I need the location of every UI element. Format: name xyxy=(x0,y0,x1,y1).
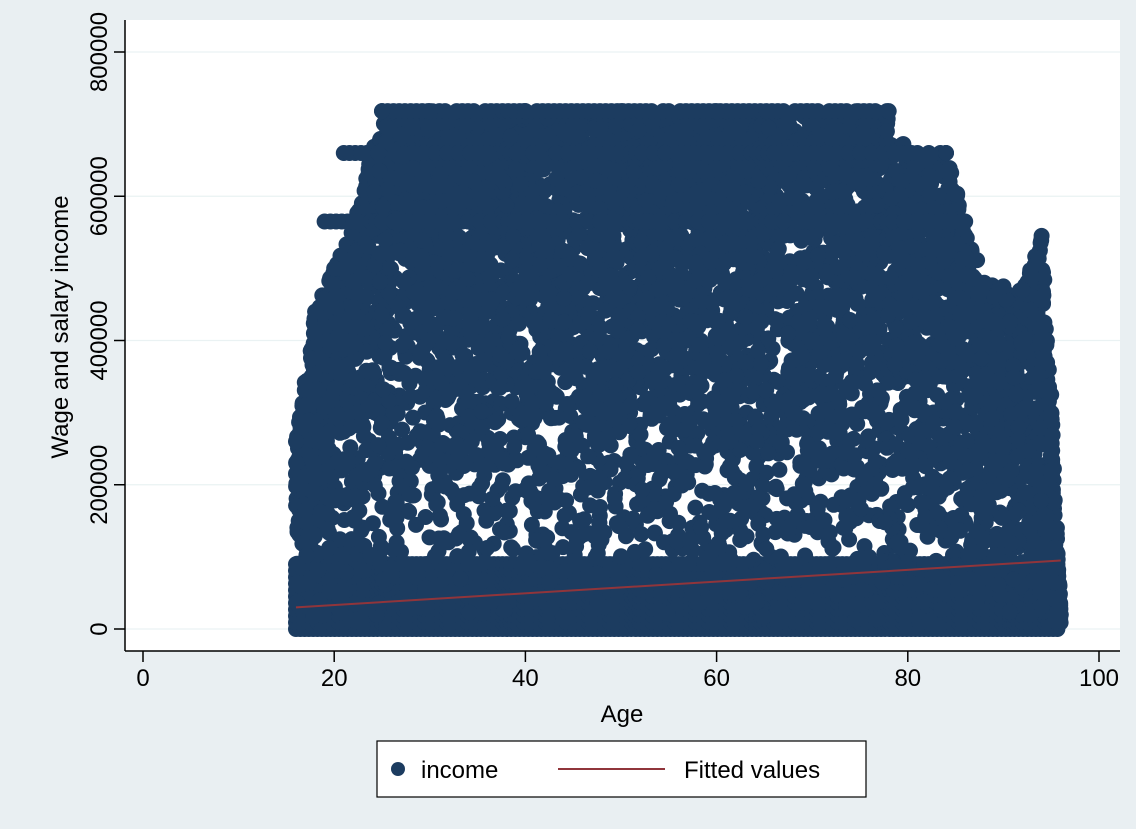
scatter-point xyxy=(346,612,363,629)
scatter-point xyxy=(332,604,349,621)
scatter-point xyxy=(364,515,381,532)
scatter-point xyxy=(370,528,387,545)
scatter-points xyxy=(288,103,1069,637)
scatter-point xyxy=(381,460,398,477)
scatter-point xyxy=(589,593,606,610)
scatter-point xyxy=(659,605,676,622)
scatter-point xyxy=(755,608,772,625)
scatter-point xyxy=(874,574,891,590)
scatter-point xyxy=(399,567,416,583)
scatter-point xyxy=(794,594,811,611)
scatter-point xyxy=(637,541,654,558)
